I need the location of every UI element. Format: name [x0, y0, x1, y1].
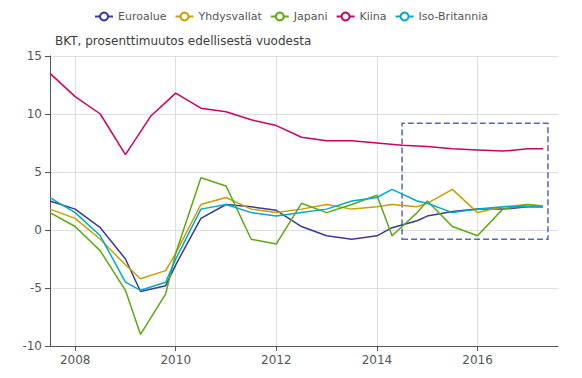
svg-text:Euroalue: Euroalue [118, 10, 167, 23]
svg-text:0: 0 [34, 223, 42, 237]
svg-text:2012: 2012 [261, 353, 292, 367]
svg-text:2008: 2008 [60, 353, 91, 367]
svg-text:10: 10 [27, 107, 42, 121]
svg-text:Yhdysvallat: Yhdysvallat [197, 10, 262, 23]
svg-text:Kiina: Kiina [360, 10, 387, 23]
svg-text:BKT, prosenttimuutos edellises: BKT, prosenttimuutos edellisestä vuodest… [55, 34, 311, 48]
svg-text:2014: 2014 [362, 353, 393, 367]
svg-text:5: 5 [34, 165, 42, 179]
svg-text:15: 15 [27, 49, 42, 63]
svg-text:Iso-Britannia: Iso-Britannia [419, 10, 488, 23]
svg-text:2010: 2010 [160, 353, 191, 367]
svg-text:-5: -5 [30, 281, 42, 295]
svg-text:-10: -10 [22, 339, 42, 353]
svg-text:Japani: Japani [293, 10, 328, 23]
svg-text:2016: 2016 [462, 353, 493, 367]
